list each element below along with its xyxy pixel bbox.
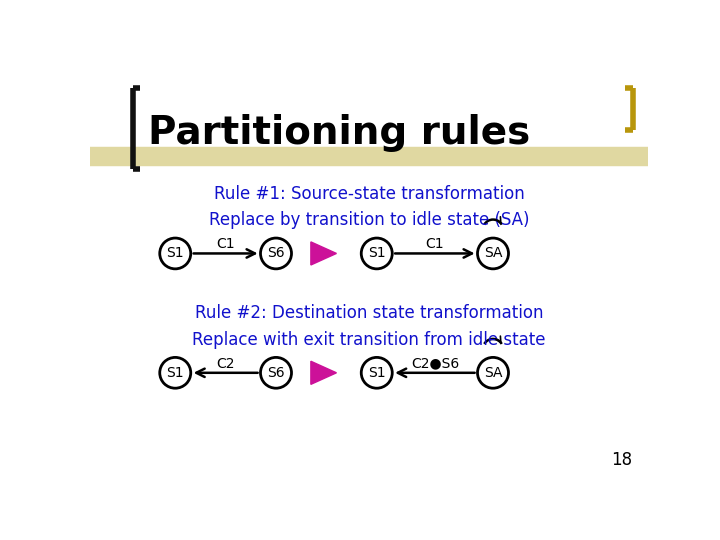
Text: C2: C2: [217, 356, 235, 370]
Circle shape: [160, 357, 191, 388]
Text: S1: S1: [368, 366, 386, 380]
Circle shape: [477, 357, 508, 388]
Circle shape: [361, 238, 392, 269]
Text: S1: S1: [166, 366, 184, 380]
Circle shape: [261, 357, 292, 388]
Text: S1: S1: [166, 246, 184, 260]
Text: SA: SA: [484, 366, 503, 380]
Circle shape: [361, 357, 392, 388]
Circle shape: [261, 238, 292, 269]
Text: Rule #2: Destination state transformation
Replace with exit transition from idle: Rule #2: Destination state transformatio…: [192, 305, 546, 349]
Circle shape: [477, 238, 508, 269]
Text: Partitioning rules: Partitioning rules: [148, 113, 531, 152]
Text: C1: C1: [216, 237, 235, 251]
Text: C2●S6: C2●S6: [410, 356, 459, 370]
Circle shape: [160, 238, 191, 269]
Polygon shape: [311, 242, 336, 265]
Text: SA: SA: [484, 246, 503, 260]
Text: S6: S6: [267, 246, 285, 260]
Text: S1: S1: [368, 246, 386, 260]
Text: C1: C1: [426, 237, 444, 251]
Text: Rule #1: Source-state transformation
Replace by transition to idle state (SA): Rule #1: Source-state transformation Rep…: [209, 185, 529, 230]
Polygon shape: [311, 361, 336, 384]
Text: S6: S6: [267, 366, 285, 380]
Text: 18: 18: [611, 451, 632, 469]
